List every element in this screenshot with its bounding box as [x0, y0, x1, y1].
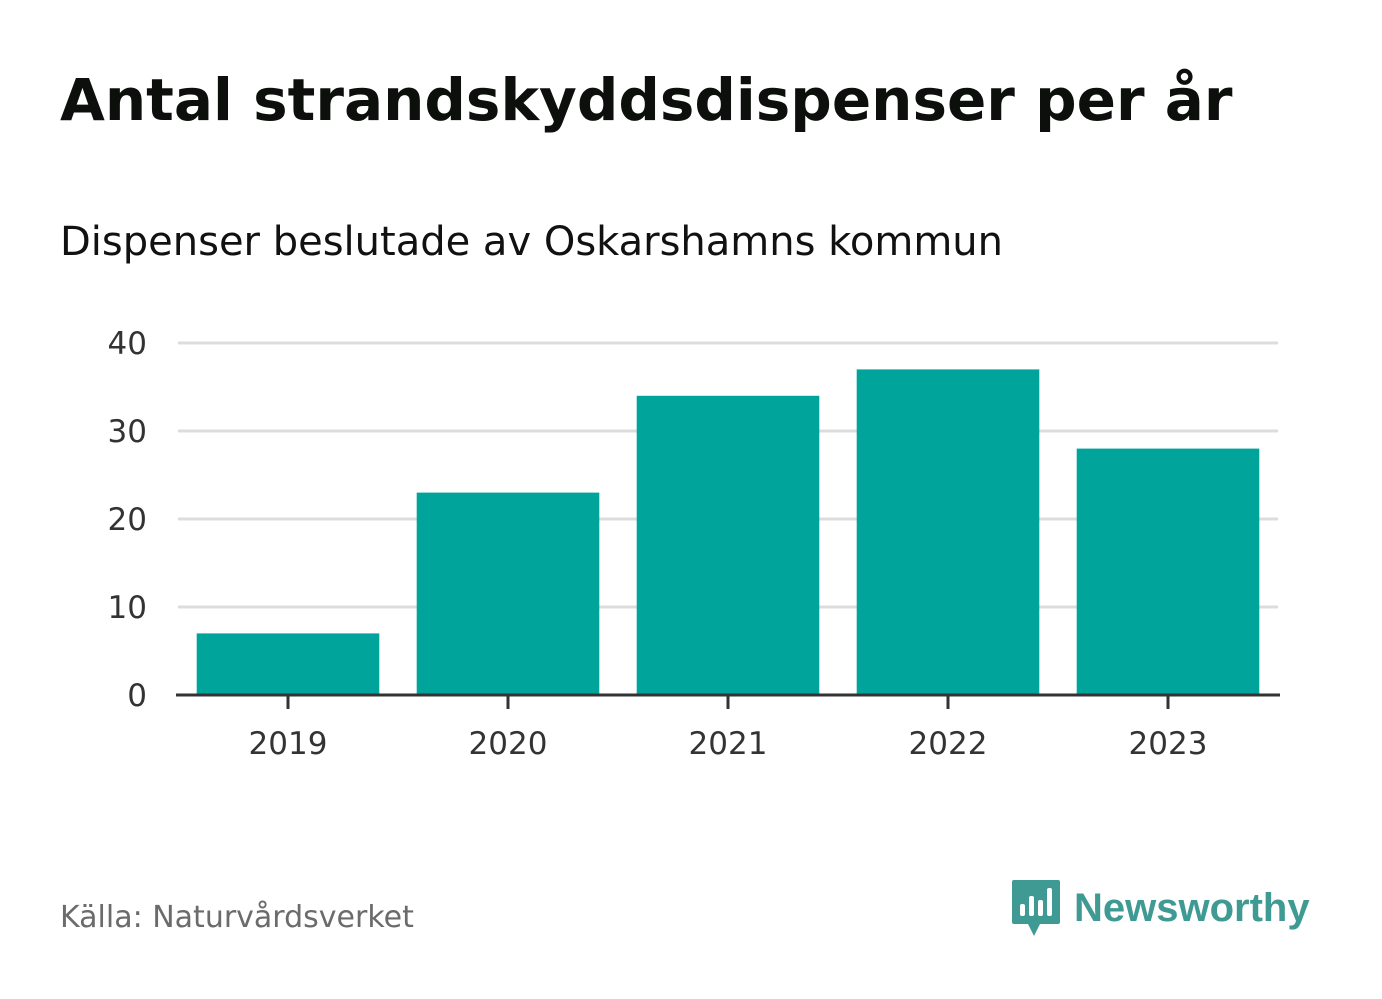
brand-name: Newsworthy [1074, 885, 1310, 930]
source-note: Källa: Naturvårdsverket [60, 900, 414, 935]
x-tick-label: 2023 [1129, 726, 1208, 762]
y-tick-label: 40 [108, 326, 147, 362]
chart-subtitle: Dispenser beslutade av Oskarshamns kommu… [60, 219, 1003, 265]
y-tick-label: 30 [108, 414, 147, 450]
bar-2022 [856, 369, 1040, 695]
y-tick-label: 0 [127, 678, 147, 714]
tick-labels: 0 10 20 30 40 2019 2020 2021 2022 2023 [108, 326, 1208, 762]
x-tick-label: 2021 [689, 726, 768, 762]
x-tick-label: 2022 [909, 726, 988, 762]
chart-title: Antal strandskyddsdispenser per år [60, 66, 1233, 134]
x-tick-label: 2020 [469, 726, 548, 762]
bar-2020 [416, 492, 600, 695]
x-tick-label: 2019 [249, 726, 328, 762]
bar-2023 [1076, 448, 1260, 695]
newsworthy-logo: Newsworthy [1010, 878, 1310, 938]
bar-2019 [196, 633, 380, 695]
y-tick-label: 10 [108, 590, 147, 626]
axes [176, 693, 1280, 709]
bar-2021 [636, 395, 820, 695]
chart-bubble-icon [1012, 880, 1060, 936]
y-tick-label: 20 [108, 502, 147, 538]
bars [196, 369, 1260, 695]
